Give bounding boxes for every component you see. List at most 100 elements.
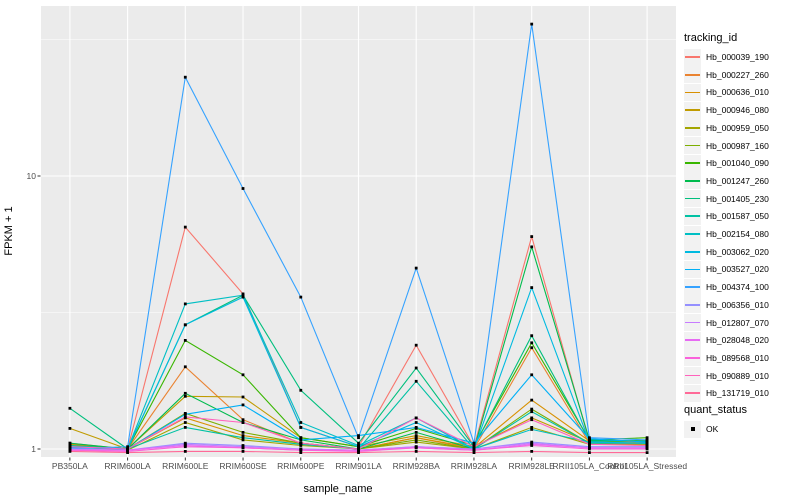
data-point: [530, 444, 534, 447]
legend-item: Hb_001587_050: [684, 207, 769, 225]
y-axis-title: FPKM + 1: [3, 206, 15, 256]
data-point: [241, 293, 245, 297]
legend-item: Hb_000636_010: [684, 83, 769, 101]
data-point: [645, 444, 649, 447]
legend-item-label: Hb_000039_190: [706, 52, 769, 62]
legend-item-label: Hb_003062_020: [706, 246, 769, 257]
data-point: [183, 445, 187, 449]
legend-item: Hb_000227_260: [684, 66, 769, 84]
legend-key-line-icon: [685, 392, 700, 395]
legend-key-line-icon: [685, 197, 700, 200]
legend-key-swatch: [684, 260, 701, 278]
data-point: [530, 341, 534, 345]
data-point: [241, 187, 245, 190]
legend-key-line-icon: [685, 233, 700, 235]
data-point: [183, 450, 187, 453]
data-point: [183, 415, 187, 419]
data-point: [645, 447, 649, 451]
legend-item-label: Hb_002154_080: [706, 229, 769, 239]
data-point: [357, 441, 360, 445]
data-point: [530, 410, 534, 414]
data-point: [588, 451, 591, 454]
x-tick-label: RRIM928LA: [450, 461, 498, 471]
data-point: [414, 438, 418, 442]
data-point: [530, 22, 534, 26]
legend-key-line-icon: [685, 144, 700, 147]
legend-item: Hb_001040_090: [684, 154, 769, 172]
legend-key-line-icon: [685, 73, 700, 76]
data-point: [414, 379, 418, 383]
data-point: [414, 446, 418, 450]
legend-key-swatch: [684, 331, 701, 349]
legend-key-swatch: [684, 349, 701, 367]
data-point: [645, 451, 649, 454]
data-point: [414, 434, 418, 437]
legend-key-swatch: [684, 101, 701, 119]
legend-key-swatch: [684, 83, 701, 101]
x-tick-label: RRIM928BA: [392, 461, 440, 471]
data-point: [472, 445, 476, 449]
data-point: [645, 440, 649, 444]
data-point: [241, 434, 245, 437]
x-tick-label: RRIM901LA: [335, 461, 382, 471]
data-point: [68, 445, 72, 449]
legend-key-line-icon: [685, 56, 700, 58]
data-point: [530, 398, 534, 402]
data-point: [414, 450, 418, 453]
data-point: [299, 438, 303, 442]
data-point: [183, 225, 187, 229]
legend-item: Hb_003527_020: [684, 260, 769, 278]
data-point: [126, 451, 129, 454]
data-point: [183, 339, 187, 342]
legend-quant-status: quant_status OK: [684, 402, 800, 462]
x-tick-label: RRIM600PE: [277, 461, 325, 471]
legend-key-swatch: [684, 48, 701, 66]
legend-key-line-icon: [685, 162, 700, 165]
data-point: [126, 445, 129, 449]
data-point: [241, 450, 245, 453]
data-point: [530, 346, 534, 350]
legend-item-label: Hb_012807_070: [706, 317, 769, 328]
legend-key-swatch: [684, 137, 701, 154]
data-point: [241, 431, 245, 434]
legend-key-swatch: [684, 384, 701, 402]
data-point: [530, 235, 534, 238]
data-point: [530, 416, 534, 420]
legend-key-line-icon: [685, 91, 700, 94]
data-point: [530, 407, 534, 411]
data-point: [588, 442, 591, 446]
data-point: [414, 416, 418, 420]
legend-item-label: Hb_004374_100: [706, 282, 769, 293]
legend-item: Hb_089568_010: [684, 349, 769, 367]
data-point: [241, 403, 245, 407]
legend-item-label: Hb_006356_010: [706, 299, 769, 310]
data-point: [241, 421, 245, 424]
data-point: [530, 426, 534, 429]
data-point: [530, 428, 534, 431]
x-tick-label: RRIM600SE: [219, 461, 267, 471]
legend-item: Hb_090889_010: [684, 367, 769, 385]
data-point: [588, 436, 591, 440]
legend-item: Hb_001247_260: [684, 172, 769, 190]
legend-item-label: Hb_001405_230: [706, 193, 769, 204]
legend-item: Hb_003062_020: [684, 243, 769, 261]
x-tick-label: RRII105LA_Stressed: [607, 461, 688, 471]
legend-key-line-icon: [685, 250, 700, 253]
data-point: [530, 450, 534, 453]
data-point: [183, 323, 187, 327]
data-point: [414, 440, 418, 444]
data-point: [299, 436, 303, 440]
legend-key-line-icon: [685, 339, 700, 342]
data-point: [299, 448, 303, 452]
x-tick-label: PB350LA: [51, 461, 88, 471]
legend-item-label: Hb_000946_080: [706, 105, 769, 116]
data-point: [530, 373, 534, 377]
data-point: [414, 343, 418, 347]
data-point: [588, 440, 591, 444]
legend-key-line-icon: [685, 109, 700, 111]
legend-item: Hb_002154_080: [684, 225, 769, 243]
data-point: [530, 418, 534, 422]
legend-item-quant-ok: OK: [684, 420, 718, 438]
legend-key-line-icon: [685, 215, 700, 218]
